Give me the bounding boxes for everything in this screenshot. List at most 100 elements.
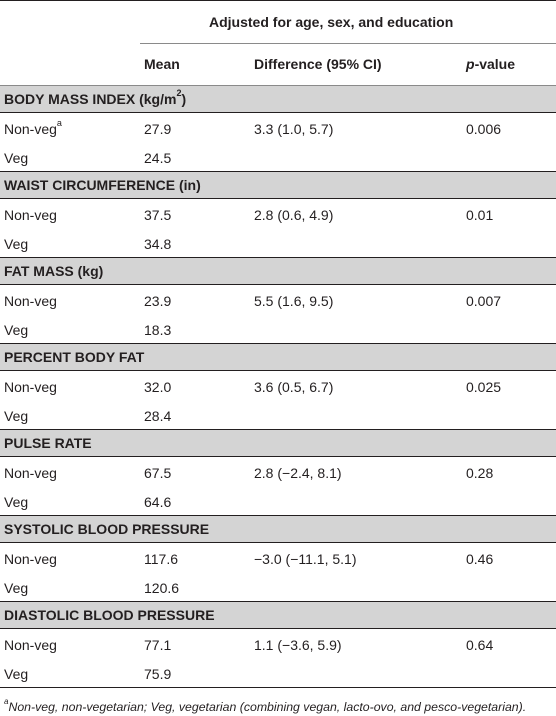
- mean-cell: 28.4: [144, 407, 172, 424]
- mean-cell: 18.3: [144, 321, 172, 338]
- mean-cell: 77.1: [144, 636, 172, 653]
- p-value-cell: [462, 144, 556, 172]
- difference-cell: [250, 402, 462, 430]
- group-label: Non-veg: [4, 292, 57, 309]
- difference-cell: [250, 660, 462, 688]
- header-row-columns: Mean Difference (95% CI) p-value: [0, 43, 556, 86]
- group-cell: Non-veg: [0, 199, 140, 231]
- section-header-row: PULSE RATE: [0, 429, 556, 457]
- section-title-text: SYSTOLIC BLOOD PRESSURE: [4, 521, 210, 537]
- footnote: aNon-veg, non-vegetarian; Veg, vegetaria…: [0, 688, 556, 716]
- section-title-text: PULSE RATE: [4, 435, 92, 451]
- group-label: Non-veg: [4, 206, 57, 223]
- p-value-cell: 0.01: [466, 206, 494, 223]
- group-cell: Veg: [0, 660, 140, 688]
- p-value-cell: [462, 574, 556, 602]
- section-header-row: SYSTOLIC BLOOD PRESSURE: [0, 515, 556, 543]
- difference-cell: −3.0 (−11.1, 5.1): [254, 550, 357, 567]
- p-italic: p: [466, 55, 475, 72]
- table-row: Non-veg 77.1 1.1 (−3.6, 5.9) 0.64: [0, 629, 556, 661]
- group-cell: Non-veg: [0, 629, 140, 661]
- group-label: Veg: [4, 321, 29, 338]
- group-label: Veg: [4, 665, 29, 682]
- col-header-mean: Mean: [140, 43, 250, 86]
- group-label: Non-veg: [4, 120, 57, 137]
- difference-cell: [250, 488, 462, 516]
- section-title-superscript: 2: [176, 88, 182, 99]
- col-header-difference: Difference (95% CI): [250, 43, 462, 86]
- p-value-cell: [462, 660, 556, 688]
- p-value-cell: [462, 316, 556, 344]
- section-title-text: PERCENT BODY FAT: [4, 349, 145, 365]
- mean-cell: 23.9: [144, 292, 172, 309]
- table-row: Non-veg 117.6 −3.0 (−11.1, 5.1) 0.46: [0, 543, 556, 575]
- table-row: Veg 18.3: [0, 316, 556, 344]
- mean-cell: 37.5: [144, 206, 172, 223]
- group-cell: Non-veg: [0, 543, 140, 575]
- section-title: BODY MASS INDEX (kg/m2): [0, 85, 556, 113]
- group-label: Non-veg: [4, 378, 57, 395]
- group-cell: Non-veg: [0, 285, 140, 317]
- table-row: Non-veg 32.0 3.6 (0.5, 6.7) 0.025: [0, 371, 556, 403]
- mean-cell: 67.5: [144, 464, 172, 481]
- table-row: Veg 28.4: [0, 402, 556, 430]
- difference-cell: 1.1 (−3.6, 5.9): [254, 636, 342, 653]
- table-row: Veg 24.5: [0, 144, 556, 172]
- section-header-row: PERCENT BODY FAT: [0, 343, 556, 371]
- section-title-text: WAIST CIRCUMFERENCE (in): [4, 177, 201, 193]
- difference-cell: [250, 144, 462, 172]
- group-cell: Veg: [0, 488, 140, 516]
- group-label: Non-veg: [4, 464, 57, 481]
- p-value-cell: 0.46: [466, 550, 494, 567]
- group-label: Non-veg: [4, 636, 57, 653]
- header-row-adjusted: Adjusted for age, sex, and education: [0, 0, 556, 44]
- group-cell: Non-veg: [0, 371, 140, 403]
- p-value-cell: 0.28: [466, 464, 494, 481]
- table-body: BODY MASS INDEX (kg/m2) Non-vega 27.9 3.3 (…: [0, 85, 556, 688]
- mean-cell: 24.5: [144, 149, 172, 166]
- group-label: Veg: [4, 149, 29, 166]
- table-row: Non-veg 23.9 5.5 (1.6, 9.5) 0.007: [0, 285, 556, 317]
- table-row: Non-vega 27.9 3.3 (1.0, 5.7) 0.006: [0, 113, 556, 145]
- group-cell: Veg: [0, 574, 140, 602]
- section-title: DIASTOLIC BLOOD PRESSURE: [0, 601, 556, 629]
- footnote-text: Non-veg, non-vegetarian; Veg, vegetarian…: [8, 700, 527, 714]
- p-value-cell: [462, 230, 556, 258]
- difference-cell: 3.3 (1.0, 5.7): [254, 120, 334, 137]
- difference-cell: [250, 230, 462, 258]
- section-title-text: FAT MASS (kg): [4, 263, 104, 279]
- p-value-cell: 0.64: [466, 636, 494, 653]
- group-cell: Non-vega: [0, 113, 140, 145]
- header-group-cell: [0, 43, 140, 86]
- difference-cell: 2.8 (−2.4, 8.1): [254, 464, 342, 481]
- mean-cell: 34.8: [144, 235, 172, 252]
- col-header-p-value: p-value: [462, 43, 556, 86]
- difference-cell: 2.8 (0.6, 4.9): [254, 206, 334, 223]
- group-label: Non-veg: [4, 550, 57, 567]
- table-row: Veg 75.9: [0, 660, 556, 688]
- mean-cell: 120.6: [144, 579, 180, 596]
- section-title: FAT MASS (kg): [0, 257, 556, 285]
- difference-cell: [250, 574, 462, 602]
- section-title-text: BODY MASS INDEX (kg/m: [4, 91, 177, 107]
- section-title: PULSE RATE: [0, 429, 556, 457]
- p-value-cell: 0.007: [466, 292, 502, 309]
- group-label: Veg: [4, 235, 29, 252]
- adjusted-header: Adjusted for age, sex, and education: [140, 0, 556, 44]
- section-title-end: ): [181, 91, 187, 107]
- section-title: SYSTOLIC BLOOD PRESSURE: [0, 515, 556, 543]
- p-value-cell: [462, 402, 556, 430]
- mean-cell: 75.9: [140, 660, 250, 688]
- table-row: Veg 34.8: [0, 230, 556, 258]
- p-value-cell: 0.025: [466, 378, 502, 395]
- group-label: Veg: [4, 407, 29, 424]
- p-value-cell: [462, 488, 556, 516]
- footnote-marker: a: [4, 696, 9, 706]
- section-title-text: DIASTOLIC BLOOD PRESSURE: [4, 607, 215, 623]
- difference-cell: 5.5 (1.6, 9.5): [254, 292, 334, 309]
- section-header-row: BODY MASS INDEX (kg/m2): [0, 85, 556, 113]
- table-row: Non-veg 37.5 2.8 (0.6, 4.9) 0.01: [0, 199, 556, 231]
- mean-cell: 117.6: [144, 550, 178, 567]
- mean-cell: 27.9: [144, 120, 172, 137]
